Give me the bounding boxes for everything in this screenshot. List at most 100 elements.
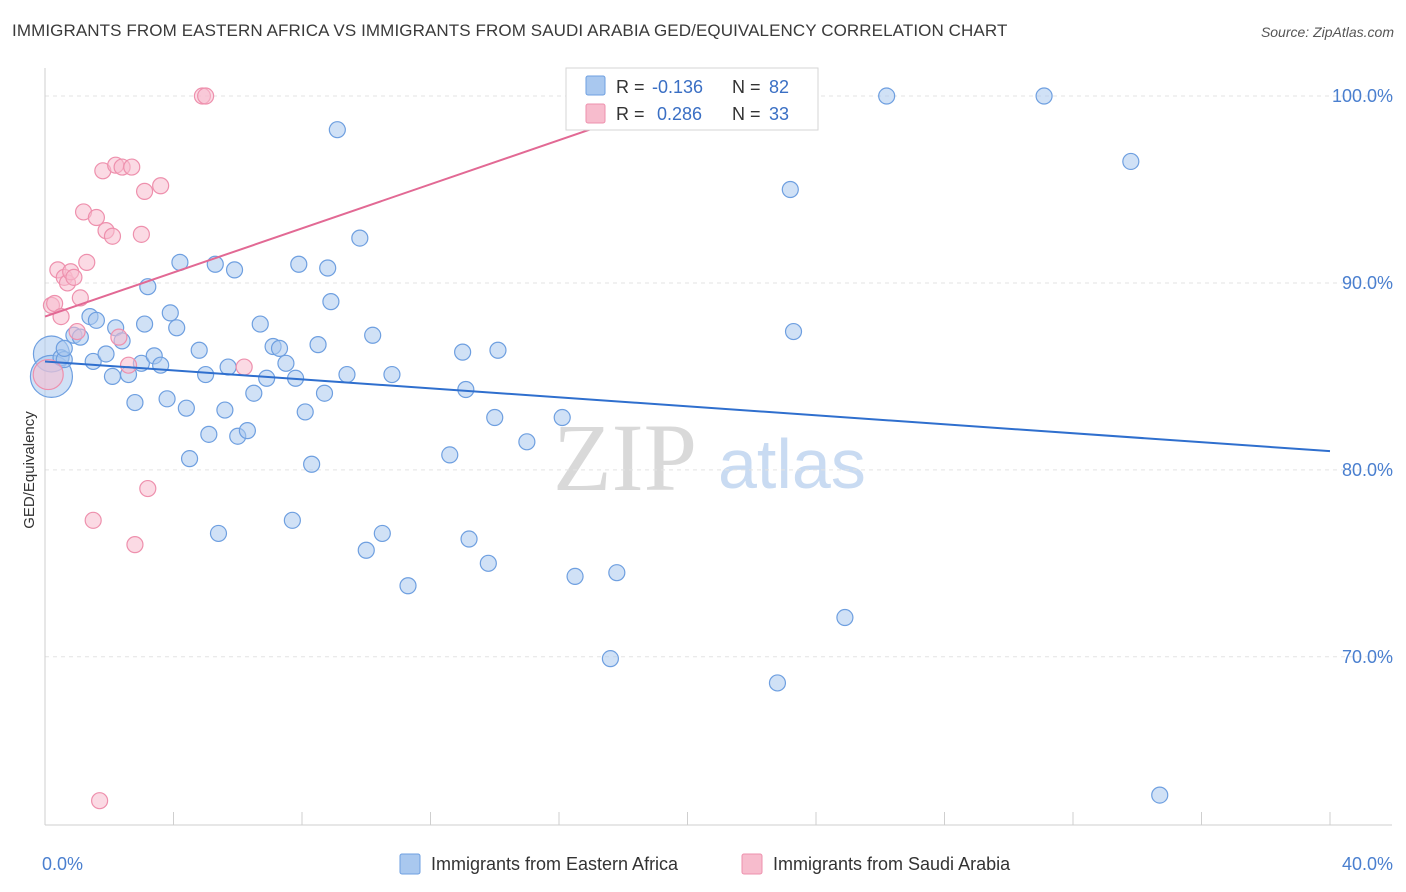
legend-n-value-eastern-africa: 82 — [769, 77, 789, 97]
x-tick-labels: 0.0% 40.0% — [42, 854, 1393, 874]
point-eastern-africa — [373, 524, 391, 543]
legend-r-value-saudi-arabia: 0.286 — [657, 104, 702, 124]
legend-n-label: N = — [732, 77, 761, 97]
point-saudi-arabia — [132, 225, 150, 243]
chart-title: IMMIGRANTS FROM EASTERN AFRICA VS IMMIGR… — [12, 21, 1008, 40]
legend-n-value-saudi-arabia: 33 — [769, 104, 789, 124]
legend-swatch-eastern-africa — [585, 75, 606, 96]
point-eastern-africa — [225, 261, 244, 279]
point-saudi-arabia — [68, 322, 86, 341]
legend-swatch-saudi-arabia — [585, 103, 606, 124]
point-eastern-africa — [479, 554, 497, 572]
point-eastern-africa — [200, 425, 218, 443]
y-tick-label: 100.0% — [1332, 86, 1393, 106]
point-saudi-arabia — [71, 289, 89, 307]
point-eastern-africa — [97, 345, 115, 363]
point-saudi-arabia — [91, 792, 109, 810]
point-eastern-africa — [209, 524, 228, 543]
series-legend: Immigrants from Eastern Africa Immigrant… — [399, 853, 1011, 875]
point-saudi-arabia — [119, 356, 138, 374]
point-eastern-africa — [190, 341, 208, 359]
point-eastern-africa — [245, 384, 263, 402]
gridlines — [45, 95, 1392, 658]
legend-swatch-eastern-africa — [399, 853, 421, 875]
point-eastern-africa — [322, 293, 340, 311]
point-eastern-africa — [158, 390, 176, 408]
point-eastern-africa — [454, 343, 472, 361]
legend-r-label: R = — [616, 77, 645, 97]
point-eastern-africa — [364, 326, 382, 344]
point-saudi-arabia — [197, 87, 215, 105]
point-eastern-africa — [781, 180, 799, 199]
legend-n-label: N = — [732, 104, 761, 124]
point-eastern-africa — [126, 393, 144, 412]
point-eastern-africa — [251, 315, 269, 333]
point-eastern-africa — [168, 319, 186, 337]
point-eastern-africa — [309, 336, 327, 354]
point-saudi-arabia — [78, 253, 96, 271]
trend-lines — [44, 95, 1331, 453]
watermark-zip: ZIP — [553, 404, 697, 511]
point-eastern-africa — [460, 530, 478, 548]
point-saudi-arabia — [152, 177, 170, 195]
trendline-saudi-arabia — [44, 95, 688, 318]
point-eastern-africa — [135, 315, 154, 333]
legend-label-eastern-africa: Immigrants from Eastern Africa — [431, 854, 679, 874]
point-eastern-africa — [566, 567, 584, 586]
watermark-atlas: atlas — [718, 425, 866, 503]
point-eastern-africa — [399, 577, 417, 595]
point-saudi-arabia — [103, 227, 122, 245]
point-eastern-africa — [161, 304, 179, 322]
point-saudi-arabia — [32, 358, 64, 391]
point-eastern-africa — [489, 341, 507, 359]
point-eastern-africa — [601, 650, 620, 668]
point-eastern-africa — [351, 229, 369, 247]
y-tick-label: 70.0% — [1342, 647, 1393, 667]
trendline-eastern-africa — [44, 360, 1331, 453]
point-eastern-africa — [338, 365, 356, 384]
point-eastern-africa — [1151, 786, 1169, 804]
point-eastern-africa — [328, 121, 346, 139]
point-eastern-africa — [1035, 87, 1053, 105]
point-eastern-africa — [219, 358, 237, 376]
point-eastern-africa — [383, 365, 401, 384]
x-tick-label-min: 0.0% — [42, 854, 83, 874]
point-saudi-arabia — [123, 158, 141, 176]
axes — [44, 68, 1392, 826]
point-eastern-africa — [878, 87, 896, 105]
point-saudi-arabia — [139, 479, 157, 498]
source-credit: Source: ZipAtlas.com — [1260, 24, 1394, 40]
point-saudi-arabia — [126, 536, 144, 554]
point-saudi-arabia — [65, 268, 83, 286]
point-eastern-africa — [486, 408, 504, 427]
y-tick-label: 80.0% — [1342, 460, 1393, 480]
point-eastern-africa — [836, 608, 854, 627]
point-eastern-africa — [518, 433, 536, 451]
point-eastern-africa — [177, 399, 195, 417]
point-eastern-africa — [357, 541, 375, 559]
legend-r-label: R = — [616, 104, 645, 124]
legend-label-saudi-arabia: Immigrants from Saudi Arabia — [773, 854, 1011, 874]
point-eastern-africa — [103, 367, 122, 386]
point-eastern-africa — [608, 564, 626, 582]
watermark: ZIP atlas — [553, 404, 866, 511]
point-eastern-africa — [283, 511, 301, 529]
stats-legend: R = -0.136 N = 82 R = 0.286 N = 33 — [565, 67, 819, 131]
point-eastern-africa — [290, 255, 308, 273]
point-eastern-africa — [1122, 152, 1140, 171]
point-eastern-africa — [55, 339, 73, 357]
point-eastern-africa — [197, 365, 215, 384]
point-eastern-africa — [238, 422, 256, 440]
point-eastern-africa — [216, 401, 234, 419]
point-eastern-africa — [319, 259, 337, 277]
series-saudi-arabia-points — [32, 87, 703, 810]
point-eastern-africa — [270, 339, 289, 357]
x-tick-label-max: 40.0% — [1342, 854, 1393, 874]
legend-swatch-saudi-arabia — [741, 853, 763, 875]
point-eastern-africa — [277, 354, 295, 372]
y-tick-label: 90.0% — [1342, 273, 1393, 293]
point-eastern-africa — [180, 450, 199, 468]
point-eastern-africa — [784, 322, 803, 341]
y-axis-title: GED/Equivalency — [21, 411, 38, 529]
